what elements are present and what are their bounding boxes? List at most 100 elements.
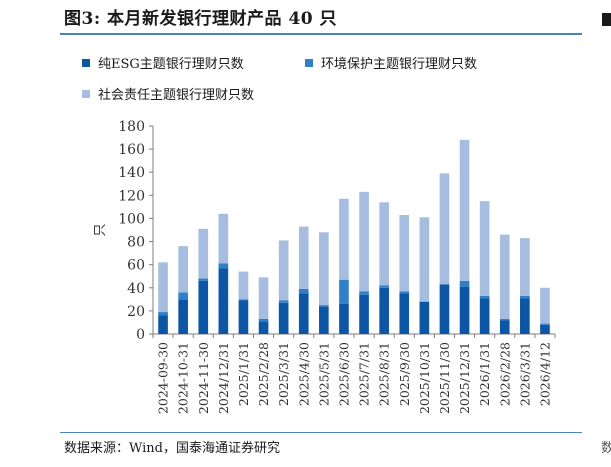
legend-label-esg: 纯ESG主题银行理财只数	[98, 57, 244, 72]
bar-segment-s0-18	[520, 298, 530, 334]
y-tick-label: 20	[127, 304, 145, 320]
bar-segment-s0-12	[399, 293, 410, 334]
y-tick-label: 120	[118, 188, 145, 204]
edge-mark	[602, 13, 611, 26]
bar-segment-s0-8	[319, 306, 329, 334]
x-tick-label: 2026/4/12	[537, 342, 552, 406]
chart-title: 图3: 本月新发银行理财产品 40 只	[64, 9, 338, 29]
y-tick-label: 140	[118, 165, 145, 181]
x-tick-label: 2025/11/30	[437, 342, 452, 414]
bar-segment-s2-8	[319, 232, 329, 306]
legend-swatch-esg	[82, 58, 90, 67]
bar-segment-s2-1	[178, 246, 188, 293]
legend-label-environment: 环境保护主题银行理财只数	[321, 57, 478, 72]
x-tick-label: 2026/3/31	[517, 342, 532, 406]
legend-swatch-environment	[305, 58, 313, 67]
bar-segment-s2-5	[258, 277, 269, 319]
bar-segment-s2-3	[218, 213, 229, 264]
bar-segment-s2-4	[238, 271, 249, 300]
bar-segment-s2-18	[520, 238, 530, 296]
bar-segment-s1-12	[399, 291, 410, 294]
bar-segment-s0-11	[379, 287, 389, 334]
bar-segment-s0-17	[499, 320, 510, 334]
bar-segment-s1-1	[178, 292, 188, 300]
bar-segment-s1-9	[339, 279, 349, 304]
bar-segment-s2-16	[479, 201, 490, 296]
bar-segment-s1-6	[278, 300, 289, 303]
bar-segment-s0-3	[218, 268, 229, 334]
y-tick-label: 160	[118, 142, 145, 158]
y-tick-label: 100	[118, 211, 145, 227]
bar-segment-s2-9	[339, 198, 349, 280]
x-tick-label: 2024-09-30	[156, 342, 171, 414]
bar-segment-s2-14	[439, 173, 450, 285]
bar-segment-s0-9	[339, 303, 349, 334]
bar-segment-s0-7	[298, 293, 309, 334]
y-tick-label: 80	[127, 235, 145, 251]
bar-segment-s0-4	[238, 300, 249, 334]
y-tick-label: 180	[118, 119, 145, 135]
bar-segment-s1-7	[298, 288, 309, 294]
y-tick-label: 60	[127, 258, 145, 274]
x-tick-label: 2025/12/31	[457, 342, 472, 414]
source-note: 数据来源：Wind，国泰海通证券研究	[64, 441, 280, 456]
bar-segment-s0-0	[158, 315, 168, 334]
bar-segment-s0-14	[439, 284, 450, 334]
x-tick-label: 2025/10/31	[417, 342, 432, 414]
legend-item-environment: 环境保护主题银行理财只数	[305, 53, 477, 72]
x-tick-label: 2025/5/31	[316, 342, 331, 406]
bar-segment-s1-19	[540, 323, 550, 325]
bar-segment-s2-17	[499, 234, 510, 319]
bar-segment-s0-2	[198, 280, 209, 334]
x-tick-label: 2025/9/30	[397, 342, 412, 406]
x-tick-label: 2025/8/31	[377, 342, 392, 406]
bar-segment-s2-2	[198, 228, 209, 279]
legend-item-esg: 纯ESG主题银行理财只数	[82, 53, 244, 72]
bar-segment-s2-0	[158, 262, 168, 313]
x-tick-label: 2024-10-31	[176, 342, 191, 414]
bar-segment-s2-6	[278, 240, 289, 301]
bar-segment-s2-13	[419, 217, 430, 302]
bar-segment-s0-5	[258, 321, 269, 334]
bar-segment-s1-11	[379, 285, 389, 288]
y-tick-label: 40	[127, 281, 145, 297]
bar-segment-s0-1	[178, 299, 188, 334]
bar-segment-s2-12	[399, 214, 410, 292]
bar-segment-s2-11	[379, 202, 389, 286]
x-tick-label: 2025/3/31	[276, 342, 291, 406]
legend-swatch-social	[82, 89, 90, 98]
bar-segment-s2-10	[359, 191, 369, 292]
x-tick-label: 2025/4/30	[296, 342, 311, 406]
x-tick-label: 2024-11-30	[196, 342, 211, 414]
x-tick-label: 2025/6/30	[336, 342, 351, 406]
bar-segment-s1-2	[198, 278, 209, 281]
bar-segment-s0-15	[459, 286, 470, 334]
bar-segment-s1-8	[319, 305, 329, 307]
bar-segment-s0-6	[278, 302, 289, 334]
x-tick-label: 2024/12/31	[216, 342, 231, 414]
x-tick-label: 2025/1/31	[236, 342, 251, 406]
x-tick-label: 2026/1/31	[477, 342, 492, 406]
bar-segment-s0-10	[359, 294, 369, 334]
bar-segment-s1-15	[459, 280, 470, 287]
bar-segment-s0-19	[540, 324, 550, 334]
bar-segment-s0-13	[419, 301, 430, 334]
bar-segment-s1-4	[238, 299, 249, 301]
bar-segment-s1-17	[499, 318, 510, 321]
bar-segment-s2-19	[540, 287, 550, 324]
x-tick-label: 2025/2/28	[256, 342, 271, 406]
y-tick-label: 0	[136, 327, 145, 343]
title-rule	[60, 33, 582, 35]
bar-segment-s2-7	[298, 226, 309, 289]
x-tick-label: 2026/2/28	[497, 342, 512, 406]
source-rule	[60, 432, 582, 433]
edge-char: 数	[601, 441, 611, 456]
bar-segment-s1-0	[158, 312, 168, 316]
x-tick-label: 2025/7/31	[357, 342, 372, 406]
bar-segment-s2-15	[459, 139, 470, 281]
y-axis-label: 只	[93, 223, 108, 236]
legend-item-social: 社会责任主题银行理财只数	[82, 84, 254, 103]
bar-segment-s1-16	[479, 295, 490, 299]
legend-label-social: 社会责任主题银行理财只数	[98, 88, 255, 103]
